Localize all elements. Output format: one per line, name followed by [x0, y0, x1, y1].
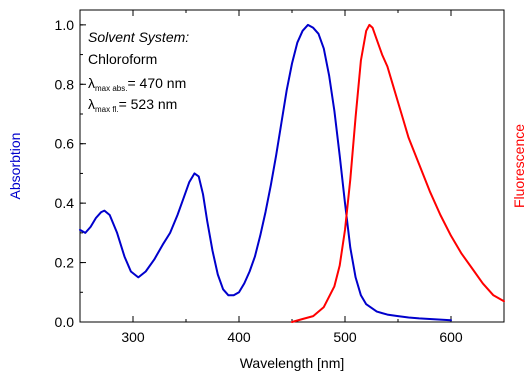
- axis-ticks: 300 400 500 600 0.0 0.2 0.4 0.6 0.8 1.0: [55, 10, 505, 345]
- annotation-abs-value: = 470 nm: [127, 75, 186, 91]
- annotation-title: Solvent System:: [88, 29, 189, 45]
- annotation-fl-value: = 523 nm: [119, 96, 178, 112]
- y-tick-label: 0.0: [55, 314, 75, 330]
- x-tick-label: 600: [439, 329, 463, 345]
- x-tick-label: 300: [121, 329, 145, 345]
- annotation-abs-max: λmax abs.= 470 nm: [88, 75, 186, 93]
- x-axis-label: Wavelength [nm]: [240, 355, 345, 371]
- annotation-fl-sub: max fl.: [95, 105, 119, 114]
- annotation-abs-lambda: λ: [88, 75, 95, 91]
- fluorescence-line: [291, 23, 505, 323]
- absorption-line: [79, 23, 452, 322]
- annotation-fl-max: λmax fl.= 523 nm: [88, 96, 177, 114]
- annotation-fl-lambda: λ: [88, 96, 95, 112]
- y-tick-label: 0.2: [55, 255, 75, 271]
- annotation-solvent: Chloroform: [88, 51, 157, 67]
- y-tick-label: 0.8: [55, 76, 75, 92]
- y-axis-label-left: Absorbtion: [7, 133, 23, 200]
- y-tick-label: 1.0: [55, 17, 75, 33]
- series-lines: [79, 23, 505, 323]
- x-tick-label: 500: [333, 329, 357, 345]
- x-tick-label: 400: [227, 329, 251, 345]
- y-tick-label: 0.4: [55, 195, 75, 211]
- y-axis-label-right: Fluorescence: [511, 124, 527, 208]
- annotation-abs-sub: max abs.: [95, 84, 127, 93]
- y-tick-label: 0.6: [55, 136, 75, 152]
